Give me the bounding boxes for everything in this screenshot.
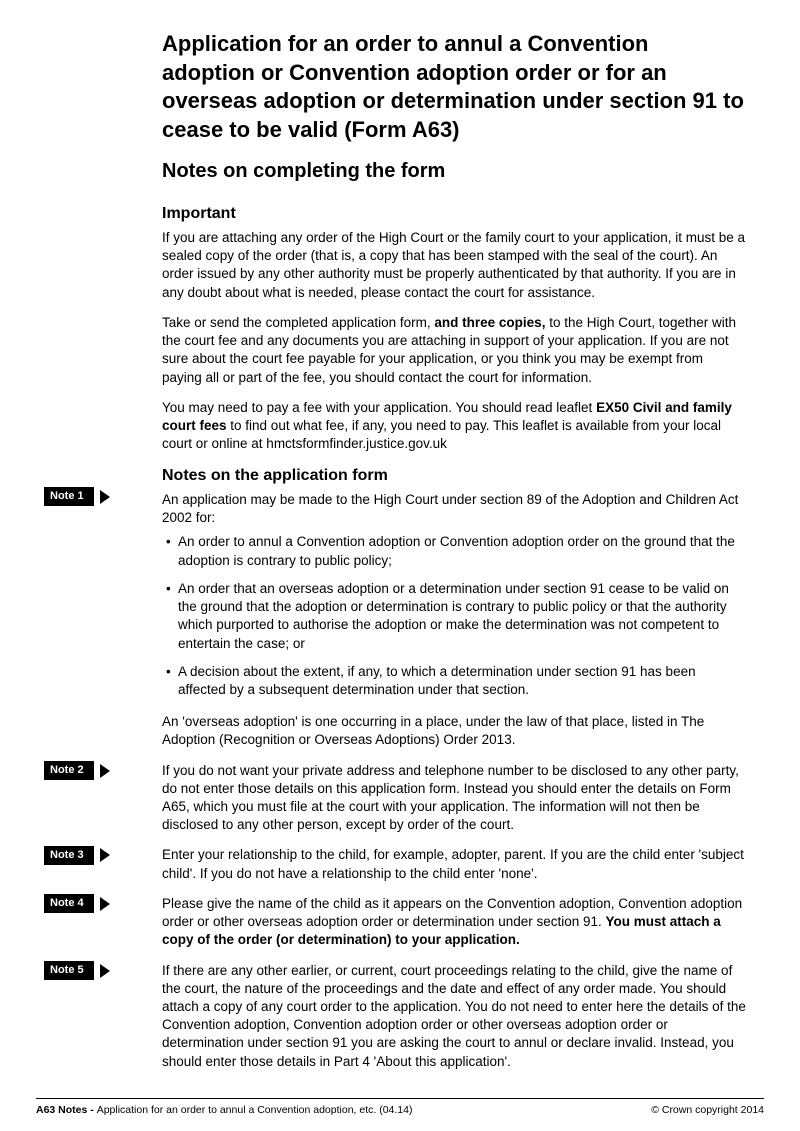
label-col: Note 1 <box>44 465 162 506</box>
note-body: If there are any other earlier, or curre… <box>162 962 746 1071</box>
list-item: A decision about the extent, if any, to … <box>162 663 746 699</box>
page-container: Application for an order to annul a Conv… <box>0 0 800 1071</box>
note-badge: Note 2 <box>44 761 94 780</box>
note-body: Enter your relationship to the child, fo… <box>162 846 746 882</box>
page-footer: A63 Notes - Application for an order to … <box>36 1098 764 1117</box>
note1-intro: An application may be made to the High C… <box>162 491 746 527</box>
note5-text: If there are any other earlier, or curre… <box>162 962 746 1071</box>
notes-heading: Notes on the application form <box>162 465 746 487</box>
note-body: Please give the name of the child as it … <box>162 895 746 950</box>
note1-list: An order to annul a Convention adoption … <box>162 533 746 699</box>
important-p1: If you are attaching any order of the Hi… <box>162 229 746 302</box>
arrow-right-icon <box>100 490 110 504</box>
note-row-5: Note 5 If there are any other earlier, o… <box>44 962 756 1071</box>
list-item: An order to annul a Convention adoption … <box>162 533 746 569</box>
note-row-3: Note 3 Enter your relationship to the ch… <box>44 846 756 882</box>
note-row-4: Note 4 Please give the name of the child… <box>44 895 756 950</box>
text: to find out what fee, if any, you need t… <box>162 418 721 451</box>
note-body: If you do not want your private address … <box>162 762 746 835</box>
label-col: Note 3 <box>44 846 162 864</box>
note2-text: If you do not want your private address … <box>162 762 746 835</box>
footer-left: A63 Notes - Application for an order to … <box>36 1103 412 1117</box>
footer-desc: Application for an order to annul a Conv… <box>97 1104 413 1116</box>
label-col: Note 5 <box>44 962 162 980</box>
note-body: Notes on the application form An applica… <box>162 465 746 761</box>
arrow-right-icon <box>100 848 110 862</box>
page-title: Application for an order to annul a Conv… <box>162 30 746 144</box>
note-row-1: Note 1 Notes on the application form An … <box>44 465 756 761</box>
arrow-right-icon <box>100 964 110 978</box>
note1-after: An 'overseas adoption' is one occurring … <box>162 713 746 749</box>
text-bold: and three copies, <box>434 315 545 330</box>
header-block: Application for an order to annul a Conv… <box>162 30 746 453</box>
important-p2: Take or send the completed application f… <box>162 314 746 387</box>
note-badge: Note 5 <box>44 961 94 980</box>
page-subtitle: Notes on completing the form <box>162 158 746 185</box>
footer-code: A63 Notes - <box>36 1104 97 1116</box>
note-badge: Note 4 <box>44 894 94 913</box>
arrow-right-icon <box>100 764 110 778</box>
note-badge: Note 1 <box>44 487 94 506</box>
important-p3: You may need to pay a fee with your appl… <box>162 399 746 454</box>
important-heading: Important <box>162 203 746 225</box>
label-col: Note 2 <box>44 762 162 780</box>
list-item: An order that an overseas adoption or a … <box>162 580 746 653</box>
footer-right: © Crown copyright 2014 <box>651 1103 764 1117</box>
arrow-right-icon <box>100 897 110 911</box>
note3-text: Enter your relationship to the child, fo… <box>162 846 746 882</box>
note-row-2: Note 2 If you do not want your private a… <box>44 762 756 835</box>
text: Take or send the completed application f… <box>162 315 434 330</box>
note-badge: Note 3 <box>44 846 94 865</box>
text: You may need to pay a fee with your appl… <box>162 400 596 415</box>
label-col: Note 4 <box>44 895 162 913</box>
